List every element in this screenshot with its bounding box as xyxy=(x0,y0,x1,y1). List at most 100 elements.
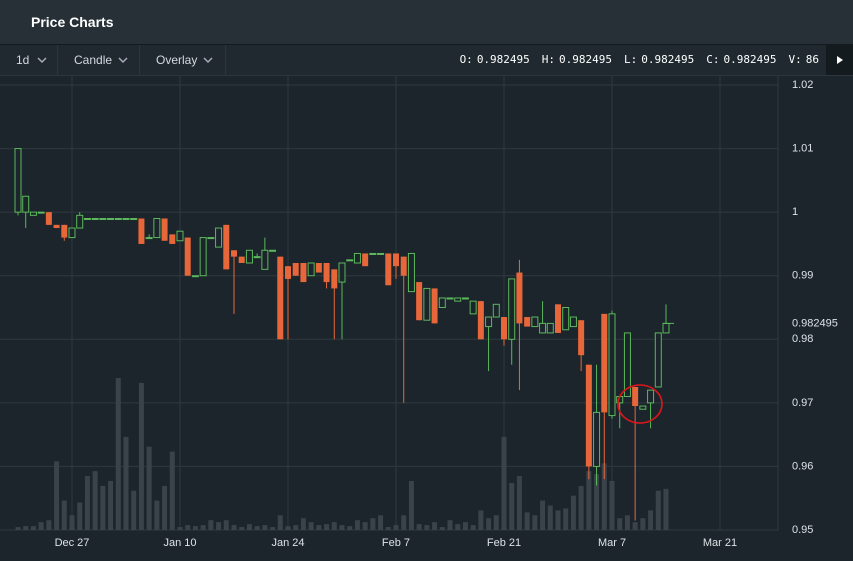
chart-type-dropdown[interactable]: Candle xyxy=(58,45,140,75)
candle-body xyxy=(285,266,291,279)
volume-bar xyxy=(624,515,630,530)
candle-body xyxy=(608,313,616,417)
candle-body xyxy=(431,288,438,324)
volume-bar xyxy=(601,463,607,530)
volume-bar xyxy=(432,522,438,530)
volume-bar xyxy=(38,522,44,530)
volume-bar xyxy=(470,525,476,530)
candle-body xyxy=(492,303,500,318)
y-tick-label: 0.96 xyxy=(792,460,813,472)
candle-body xyxy=(423,287,431,321)
volume-bar xyxy=(632,522,638,530)
candle-body xyxy=(454,297,462,302)
volume-bar xyxy=(393,525,399,530)
candle-body xyxy=(407,252,415,293)
candle-body xyxy=(161,218,168,241)
volume-bar xyxy=(154,500,160,530)
candle-body xyxy=(215,227,223,248)
candle-body xyxy=(184,237,191,276)
y-tick-label: 1.01 xyxy=(792,142,813,154)
volume-bar xyxy=(378,515,384,530)
volume-bar xyxy=(123,436,129,530)
play-button[interactable] xyxy=(826,45,853,75)
volume-bar xyxy=(362,522,368,530)
candle-body xyxy=(245,249,253,264)
readout-key: O: xyxy=(459,53,473,66)
interval-dropdown[interactable]: 1d xyxy=(0,45,58,75)
volume-bar xyxy=(447,520,453,530)
candle-body xyxy=(531,316,539,328)
volume-bar xyxy=(100,485,106,530)
candle-body xyxy=(446,297,454,300)
candle-body xyxy=(169,234,176,244)
candle-body xyxy=(153,218,161,239)
candle-body xyxy=(37,211,45,214)
volume-bar xyxy=(131,490,137,530)
volume-bar xyxy=(586,471,592,530)
candle-body xyxy=(207,237,215,240)
candle-body xyxy=(461,297,469,300)
volume-bar xyxy=(594,474,600,530)
volume-bar xyxy=(46,520,52,530)
volume-bar xyxy=(77,502,83,530)
volume-bar xyxy=(578,485,584,530)
x-tick-label: Mar 21 xyxy=(703,537,737,549)
volume-bar xyxy=(162,485,168,530)
candle-body xyxy=(130,218,138,220)
candle-body xyxy=(300,263,307,283)
readout-key: C: xyxy=(706,53,720,66)
volume-bar xyxy=(223,520,229,530)
candle-body xyxy=(385,253,392,286)
volume-bar xyxy=(663,488,669,530)
volume-bar xyxy=(262,525,268,530)
candle-body xyxy=(269,249,277,252)
candle-body xyxy=(485,316,493,328)
candle-body xyxy=(539,322,547,334)
candle-body xyxy=(61,224,68,238)
volume-bar xyxy=(254,526,260,530)
candle-body xyxy=(29,211,37,216)
candle-body xyxy=(76,214,84,229)
chevron xyxy=(37,57,47,64)
chart: 0.95 0.96 0.97 0.98 0.99 1 1.01 1.02 Dec 27 Jan 1… xyxy=(0,76,838,549)
volume-bar xyxy=(324,524,330,530)
volume-bar xyxy=(501,436,507,530)
volume-bar xyxy=(300,518,306,530)
candle-body xyxy=(91,218,99,220)
candle-body xyxy=(331,269,338,289)
x-tick-label: Feb 21 xyxy=(487,537,521,549)
volume-bar xyxy=(177,527,183,530)
candle-body xyxy=(369,252,377,255)
candle-body xyxy=(585,364,592,467)
candle-body xyxy=(45,212,52,225)
volume-bar xyxy=(455,524,461,530)
candle-body xyxy=(346,259,354,262)
candle-body xyxy=(578,320,585,356)
volume-bar xyxy=(270,527,276,530)
candle-body xyxy=(516,272,523,324)
volume-bar xyxy=(478,510,484,530)
candle-body xyxy=(569,316,577,328)
annotation-circle xyxy=(617,384,663,424)
readout-value: 0.982495 xyxy=(723,53,777,66)
volume-bar xyxy=(555,510,561,530)
volume-bar xyxy=(655,490,661,530)
volume-bar xyxy=(439,527,445,530)
volume-bar xyxy=(293,525,299,530)
candle-body xyxy=(223,224,230,270)
volume-bar xyxy=(308,522,314,530)
candle-body xyxy=(83,218,91,220)
volume-bar xyxy=(563,508,569,530)
candle-body xyxy=(22,195,30,213)
x-tick-label: Jan 24 xyxy=(271,537,304,549)
volume-bar xyxy=(69,515,75,530)
volume-bar xyxy=(416,524,422,530)
volume-bar xyxy=(61,500,67,530)
overlay-dropdown[interactable]: Overlay xyxy=(140,45,226,75)
volume-bar xyxy=(408,480,414,530)
volume-bar xyxy=(516,476,522,530)
volume-bar xyxy=(540,500,546,530)
candle-body xyxy=(261,249,269,270)
overlay-label: Overlay xyxy=(156,53,198,67)
